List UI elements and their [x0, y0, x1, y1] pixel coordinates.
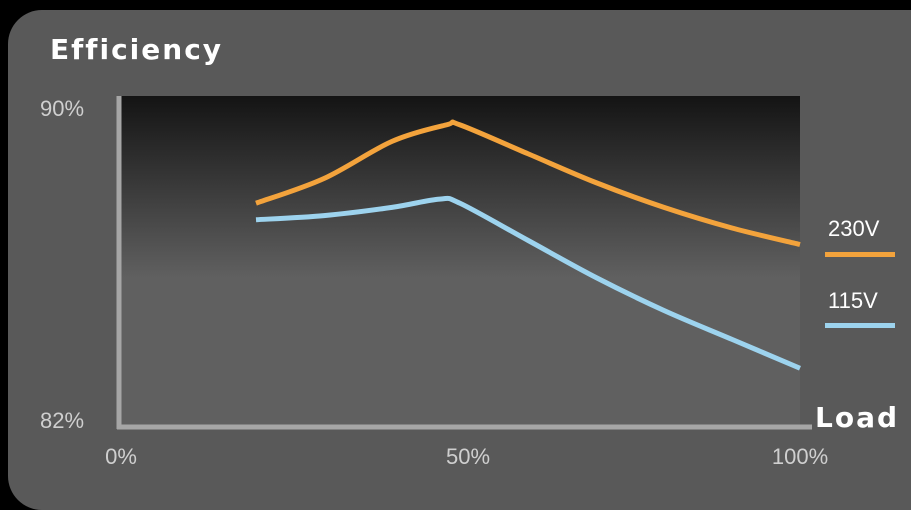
series-line-115v: [255, 195, 801, 371]
x-tick-label-50: 50%: [445, 444, 491, 469]
series-line-230v: [255, 119, 801, 247]
x-tick-label-100: 100%: [771, 444, 829, 469]
x-axis-label: Load: [815, 401, 900, 434]
legend-label-230v: 230V: [828, 216, 880, 241]
plot-area: [120, 96, 800, 427]
x-tick-label-0: 0%: [105, 444, 137, 469]
chart-plot: [116, 96, 812, 430]
chart-title: Efficiency: [50, 33, 224, 66]
y-tick-label-max: 90%: [40, 96, 85, 121]
y-tick-label-min: 82%: [40, 408, 85, 433]
legend-swatch-115v: [825, 323, 895, 328]
legend-swatch-230v: [825, 252, 895, 257]
legend-label-115v: 115V: [828, 288, 878, 313]
